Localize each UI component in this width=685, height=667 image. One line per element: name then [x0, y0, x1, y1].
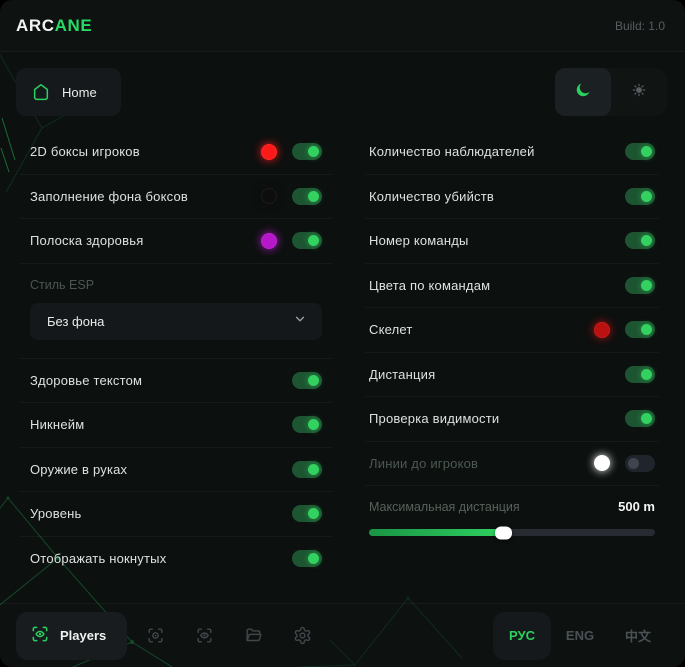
- toggle-switch[interactable]: [625, 410, 655, 428]
- right-column: Количество наблюдателей Количество убийс…: [365, 130, 659, 536]
- esp-style-section: Стиль ESP Без фона: [20, 264, 332, 359]
- settings-content: 2D боксы игроков Заполнение фона боксов …: [0, 130, 685, 581]
- dark-theme-button[interactable]: [555, 68, 611, 116]
- nav-row: Home: [16, 68, 667, 116]
- toggle-switch[interactable]: [292, 416, 322, 434]
- folder-icon[interactable]: [229, 612, 278, 660]
- moon-icon: [574, 81, 592, 104]
- players-tab[interactable]: Players: [16, 611, 128, 660]
- max-distance-value: 500 m: [618, 499, 655, 514]
- setting-row: Уровень: [20, 492, 332, 537]
- setting-label: Дистанция: [369, 366, 436, 382]
- language-switcher: РУС ENG 中文: [493, 611, 667, 660]
- toggle-switch[interactable]: [292, 460, 322, 478]
- setting-label: Номер команды: [369, 233, 469, 249]
- color-swatch[interactable]: [261, 188, 277, 205]
- setting-row: Номер команды: [365, 219, 659, 264]
- color-swatch[interactable]: [261, 232, 277, 249]
- bottom-bar: Players: [0, 603, 685, 667]
- color-swatch[interactable]: [594, 321, 610, 338]
- toggle-switch[interactable]: [625, 454, 655, 472]
- toggle-switch[interactable]: [292, 232, 322, 250]
- left-column: 2D боксы игроков Заполнение фона боксов …: [20, 130, 332, 581]
- theme-switcher: [555, 68, 667, 116]
- toggle-switch[interactable]: [292, 550, 322, 568]
- setting-row: Проверка видимости: [365, 397, 659, 442]
- home-label: Home: [62, 84, 97, 100]
- language-zh[interactable]: 中文: [624, 629, 651, 644]
- setting-row: Количество наблюдателей: [365, 130, 659, 175]
- brand-logo: ARCANE: [16, 15, 93, 35]
- build-version: Build: 1.0: [614, 18, 665, 33]
- esp-style-dropdown[interactable]: Без фона: [30, 302, 322, 340]
- home-button[interactable]: Home: [16, 68, 121, 116]
- setting-label: Заполнение фона боксов: [30, 188, 188, 204]
- setting-label: Линии до игроков: [369, 455, 479, 471]
- setting-row: Скелет: [365, 308, 659, 353]
- language-eng[interactable]: ENG: [565, 628, 595, 643]
- language-rus[interactable]: РУС: [493, 611, 551, 660]
- setting-row: Цвета по командам: [365, 264, 659, 308]
- toggle-switch[interactable]: [625, 143, 655, 161]
- setting-label: Количество наблюдателей: [369, 144, 535, 160]
- toggle-switch[interactable]: [625, 232, 655, 250]
- eye-scan-icon[interactable]: [180, 612, 229, 660]
- players-label: Players: [60, 628, 107, 643]
- setting-row: Полоска здоровья: [20, 219, 332, 264]
- color-swatch[interactable]: [594, 455, 610, 472]
- setting-label: Скелет: [369, 322, 413, 338]
- toggle-switch[interactable]: [625, 187, 655, 205]
- light-theme-button[interactable]: [611, 68, 667, 116]
- setting-row: Здоровье текстом: [20, 359, 332, 403]
- setting-label: Никнейм: [30, 417, 85, 433]
- home-icon: [31, 82, 51, 102]
- setting-label: Оружие в руках: [30, 461, 128, 477]
- chevron-down-icon: [293, 312, 307, 331]
- toggle-switch[interactable]: [625, 321, 655, 339]
- setting-row: Оружие в руках: [20, 448, 332, 492]
- dropdown-selected-value: Без фона: [47, 313, 105, 329]
- top-bar: ARCANE Build: 1.0: [0, 0, 685, 52]
- gear-icon[interactable]: [278, 612, 327, 660]
- max-distance-section: Максимальная дистанция 500 m: [365, 486, 659, 536]
- setting-label: Здоровье текстом: [30, 372, 143, 388]
- setting-label: Полоска здоровья: [30, 233, 144, 249]
- setting-label: Количество убийств: [369, 188, 494, 204]
- aim-scan-icon[interactable]: [131, 612, 180, 660]
- setting-row: Дистанция: [365, 353, 659, 397]
- toggle-switch[interactable]: [625, 276, 655, 294]
- toggle-switch[interactable]: [292, 505, 322, 523]
- footer-icon-tabs: [131, 612, 327, 660]
- slider-fill-and-knob[interactable]: [369, 529, 504, 536]
- max-distance-slider[interactable]: [369, 529, 655, 536]
- setting-row: 2D боксы игроков: [20, 130, 332, 175]
- players-scan-icon: [30, 624, 50, 647]
- setting-row: Количество убийств: [365, 175, 659, 219]
- setting-row: Отображать нокнутых: [20, 537, 332, 582]
- toggle-switch[interactable]: [292, 187, 322, 205]
- toggle-switch[interactable]: [625, 365, 655, 383]
- max-distance-label: Максимальная дистанция: [369, 499, 520, 514]
- sun-icon: [631, 82, 647, 103]
- esp-style-label: Стиль ESP: [30, 277, 95, 292]
- setting-row: Заполнение фона боксов: [20, 175, 332, 219]
- setting-label: Цвета по командам: [369, 277, 491, 293]
- setting-label: 2D боксы игроков: [30, 144, 140, 160]
- setting-row: Никнейм: [20, 403, 332, 448]
- setting-label: Уровень: [30, 506, 82, 522]
- setting-label: Отображать нокнутых: [30, 551, 167, 567]
- setting-label: Проверка видимости: [369, 411, 500, 427]
- toggle-switch[interactable]: [292, 371, 322, 389]
- toggle-switch[interactable]: [292, 143, 322, 161]
- setting-row: Линии до игроков: [365, 442, 659, 486]
- color-swatch[interactable]: [261, 143, 277, 160]
